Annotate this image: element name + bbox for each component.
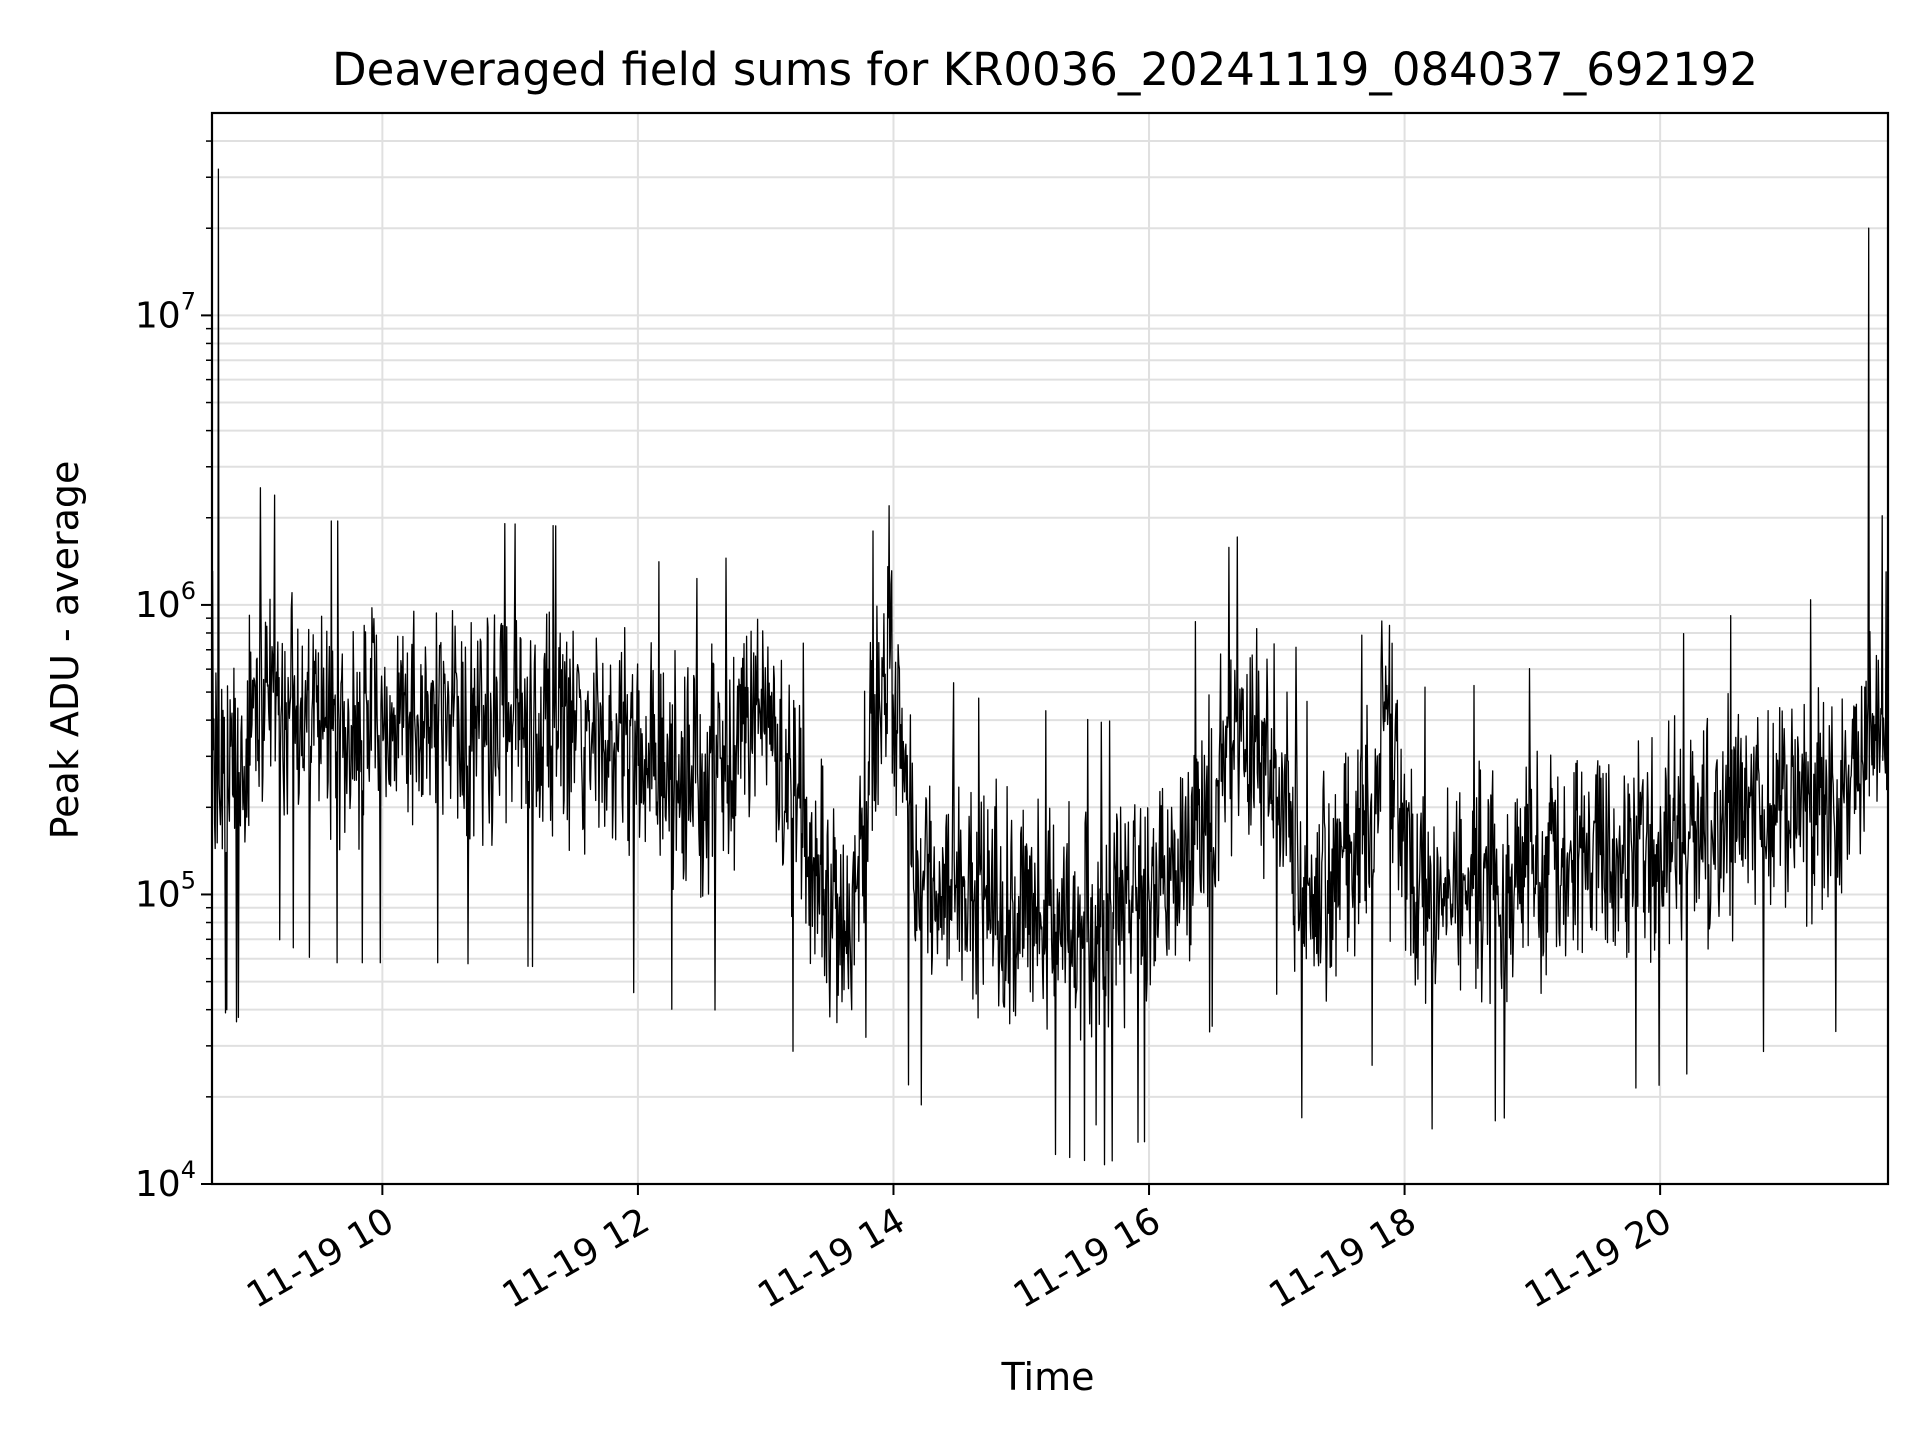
y-axis-ticks: 104 105 106 107	[135, 140, 212, 1205]
x-axis-label: Time	[1001, 1355, 1095, 1399]
x-tick-label: 11-19 14	[751, 1200, 912, 1316]
y-tick-label: 106	[135, 577, 196, 626]
x-tick-label: 11-19 10	[240, 1200, 401, 1316]
plot-area	[212, 113, 1888, 1184]
chart-title: Deaveraged field sums for KR0036_2024111…	[332, 43, 1758, 96]
y-tick-label: 107	[135, 287, 196, 336]
y-tick-label: 105	[135, 866, 196, 915]
x-tick-label: 11-19 12	[496, 1200, 657, 1316]
x-tick-label: 11-19 18	[1262, 1200, 1423, 1316]
series-line	[211, 168, 1889, 1166]
y-tick-label: 104	[135, 1156, 196, 1205]
x-axis-ticks: 11-19 10 11-19 12 11-19 14 11-19 16 11-19 18…	[240, 1184, 1679, 1317]
x-tick-label: 11-19 20	[1518, 1200, 1679, 1316]
plot-frame	[210, 111, 1890, 1186]
y-axis-label: Peak ADU - average	[43, 461, 87, 840]
x-tick-label: 11-19 16	[1007, 1200, 1168, 1316]
